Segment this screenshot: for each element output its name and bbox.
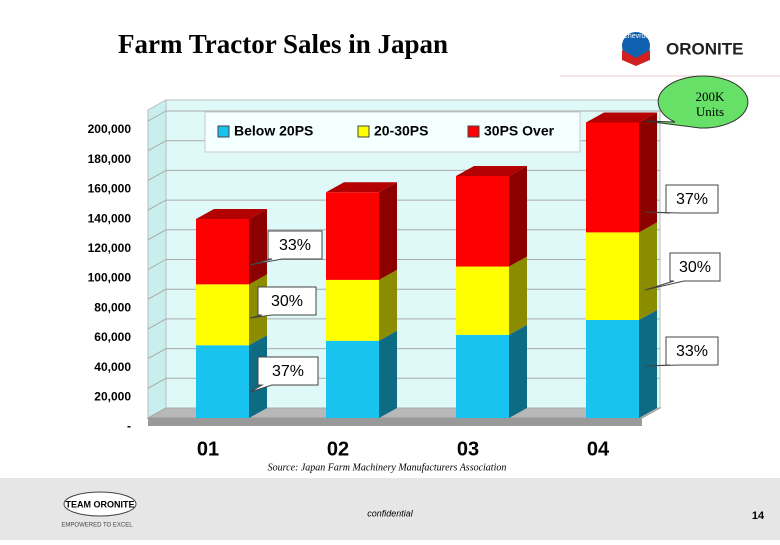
logo-mark bbox=[622, 32, 650, 60]
callout-bubble bbox=[644, 75, 749, 129]
legend-label: Below 20PS bbox=[234, 123, 313, 139]
callout-text: 33% bbox=[279, 237, 311, 254]
bar bbox=[326, 340, 379, 418]
y-tick-label: 160,000 bbox=[88, 182, 132, 196]
grid-line-side bbox=[147, 348, 167, 360]
bar bbox=[586, 319, 639, 418]
grid-line-side bbox=[147, 288, 167, 300]
callout bbox=[644, 252, 721, 291]
y-tick-label: 100,000 bbox=[88, 271, 132, 285]
bar bbox=[326, 279, 379, 341]
grid-line-side bbox=[147, 140, 167, 152]
callout-text: 30% bbox=[679, 259, 711, 276]
bar-top bbox=[456, 165, 527, 176]
bar-side bbox=[379, 330, 397, 418]
grid-line-side bbox=[147, 407, 167, 419]
bar bbox=[326, 192, 379, 280]
callout bbox=[249, 356, 319, 393]
side-wall bbox=[147, 99, 167, 419]
bar-side bbox=[379, 182, 397, 280]
source: Source: Japan Farm Machinery Manufacture… bbox=[268, 462, 507, 473]
y-tick-label: 180,000 bbox=[88, 152, 132, 166]
callout bbox=[644, 184, 719, 214]
team-logo bbox=[63, 491, 137, 517]
page-number: 14 bbox=[752, 510, 765, 522]
callout-text: 33% bbox=[676, 343, 708, 360]
bar-side bbox=[509, 256, 527, 335]
y-tick-label: 140,000 bbox=[88, 211, 132, 225]
x-tick-label: 04 bbox=[587, 438, 610, 460]
callout bbox=[249, 230, 323, 266]
callout-bubble-line: Units bbox=[696, 104, 724, 119]
bar-side bbox=[509, 324, 527, 418]
bar-top bbox=[586, 112, 657, 123]
grid-line-side bbox=[147, 259, 167, 270]
bar bbox=[586, 232, 639, 320]
bar-side bbox=[639, 112, 657, 233]
legend-box bbox=[204, 111, 581, 153]
grid-line-side bbox=[147, 318, 167, 330]
grid-line-side bbox=[147, 169, 167, 181]
x-tick-label: 02 bbox=[327, 438, 349, 460]
callout bbox=[644, 336, 719, 367]
bar bbox=[456, 266, 509, 335]
bar bbox=[196, 219, 249, 285]
bar-side bbox=[379, 269, 397, 341]
grid-line-side bbox=[147, 199, 167, 211]
bar bbox=[456, 334, 509, 418]
bar-side bbox=[509, 165, 527, 267]
y-tick-label: 60,000 bbox=[94, 330, 131, 344]
grid-line-side bbox=[147, 229, 167, 241]
bar bbox=[456, 175, 509, 267]
footer-text: confidential bbox=[367, 508, 414, 518]
bar bbox=[586, 122, 639, 233]
callout bbox=[249, 286, 317, 319]
legend-label: 20-30PS bbox=[374, 123, 428, 139]
bar-side bbox=[639, 309, 657, 418]
x-tick-label: 01 bbox=[197, 438, 219, 460]
bar-top bbox=[326, 182, 397, 193]
bar-top bbox=[196, 209, 267, 220]
callout-bubble-text: 200K Units bbox=[696, 89, 726, 119]
chart-title: Farm Tractor Sales in Japan bbox=[118, 29, 448, 59]
y-tick-label: 20,000 bbox=[94, 389, 131, 403]
x-tick-label: 03 bbox=[457, 438, 479, 460]
callout-text: 37% bbox=[676, 191, 708, 208]
y-tick-label: 200,000 bbox=[88, 122, 132, 136]
logo-mark-red bbox=[622, 50, 650, 66]
team-logo-text: TEAM ORONITE bbox=[66, 499, 135, 509]
legend-label: 30PS Over bbox=[484, 123, 555, 139]
bar bbox=[196, 345, 249, 418]
bar bbox=[196, 284, 249, 346]
callout-text: 30% bbox=[271, 293, 303, 310]
legend-swatch bbox=[217, 125, 230, 138]
grid-line-side bbox=[147, 377, 167, 389]
bar-side bbox=[639, 222, 657, 320]
y-tick-label: 40,000 bbox=[94, 360, 131, 374]
bar-side bbox=[249, 209, 267, 285]
floor-front bbox=[148, 418, 642, 426]
y-tick-label: - bbox=[127, 419, 131, 433]
logo-small: Chevron bbox=[623, 33, 650, 40]
logo-text: ORONITE bbox=[666, 39, 743, 58]
y-tick-label: 80,000 bbox=[94, 300, 131, 314]
grid-line-side bbox=[147, 110, 167, 122]
callout-text: 37% bbox=[272, 363, 304, 380]
callout-bubble-line: 200K bbox=[696, 89, 726, 104]
tagline: EMPOWERED TO EXCEL bbox=[61, 523, 133, 529]
legend-swatch bbox=[357, 125, 370, 138]
y-tick-label: 120,000 bbox=[88, 241, 132, 255]
legend-swatch bbox=[467, 125, 480, 138]
